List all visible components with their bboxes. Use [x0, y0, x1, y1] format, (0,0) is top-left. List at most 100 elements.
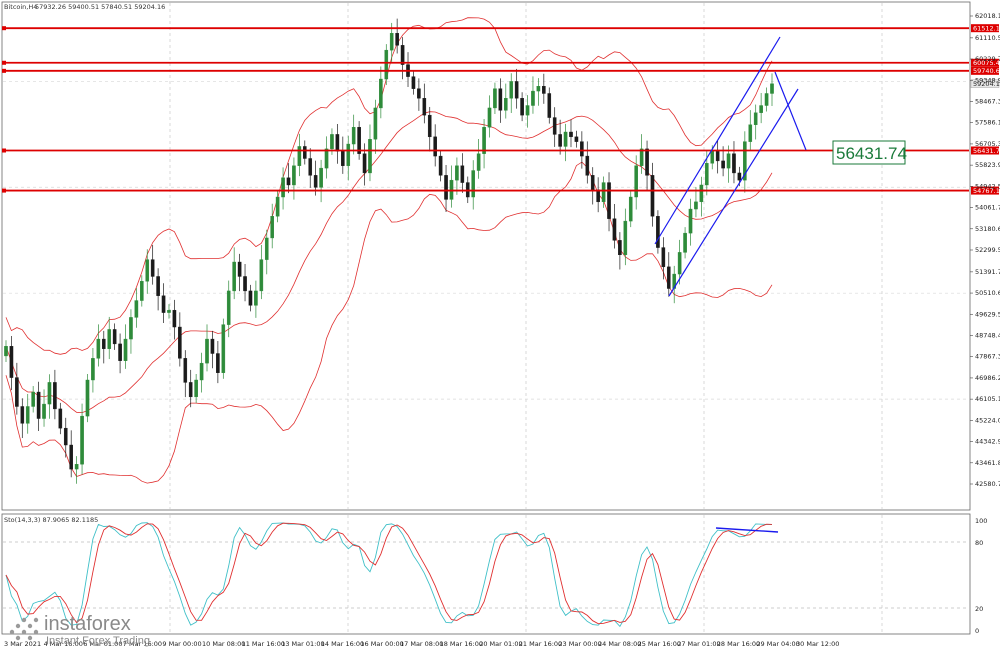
candle-body — [601, 182, 606, 203]
candle-body — [558, 134, 562, 147]
projection-line — [774, 71, 807, 151]
stochastic-tick-label: 20 — [975, 605, 983, 613]
time-tick-label: 11 Mar 16:00 — [242, 640, 285, 648]
time-tick-label: 7 Mar 16:00 — [123, 640, 162, 648]
candle-body — [580, 141, 584, 157]
price-tick-label: 49629.50 — [975, 310, 1000, 318]
time-tick-label: 18 Mar 16:00 — [440, 640, 483, 648]
level-callout-box — [832, 140, 906, 165]
candle-body — [101, 338, 106, 349]
candle-body — [411, 76, 416, 89]
candle-body — [324, 148, 329, 169]
candle-body — [270, 216, 274, 239]
candle-body — [237, 261, 242, 277]
level-price-label: 60075.44 — [973, 59, 1000, 67]
candle-body — [150, 259, 155, 277]
candle-body — [264, 237, 269, 260]
price-tick-label: 55823.90 — [975, 161, 1000, 169]
candle-body — [357, 126, 361, 154]
candle-body — [471, 170, 476, 198]
candle-body — [650, 175, 655, 217]
candle-body — [31, 391, 35, 407]
candle-body — [107, 329, 112, 349]
candle-body — [628, 196, 633, 222]
price-tick-label: 42580.70 — [975, 480, 1000, 488]
candle-body — [764, 93, 769, 106]
candle-body — [351, 126, 356, 145]
candle-body — [58, 408, 63, 429]
stochastic-tick-label: 80 — [975, 539, 983, 547]
time-tick-label: 20 Mar 01:00 — [479, 640, 522, 648]
candle-body — [417, 88, 421, 99]
price-tick-label: 50510.60 — [975, 289, 1000, 297]
candle-body — [96, 338, 101, 359]
candle-body — [248, 290, 253, 306]
stochastic-axis: 100 80 20 0 — [975, 517, 987, 635]
candle-body — [726, 153, 731, 169]
candle-body — [341, 151, 345, 166]
candle-body — [330, 134, 334, 150]
stochastic-tick-label: 0 — [975, 627, 979, 635]
time-tick-label: 14 Mar 16:00 — [321, 640, 364, 648]
candle-body — [721, 160, 725, 169]
candle-body — [210, 338, 215, 354]
price-tick-label: 53180.60 — [975, 225, 1000, 233]
grid-lines — [3, 3, 969, 633]
candle-body — [623, 220, 628, 256]
stochastic-label: Sto(14,3,3) 87.9065 82.1185 — [4, 516, 98, 524]
level-price-tag — [971, 146, 999, 155]
time-tick-label: 13 Mar 01:00 — [281, 640, 324, 648]
price-tick-label: 59348.90 — [975, 76, 1000, 84]
candle-body — [618, 240, 622, 256]
candle-body — [585, 155, 590, 176]
last-price-tag — [970, 79, 1000, 88]
candle-body — [368, 139, 372, 174]
price-tick-label: 43461.80 — [975, 459, 1000, 467]
time-tick-label: 4 Mar 16:00 — [44, 640, 83, 648]
band-lower — [5, 161, 773, 484]
candle-body — [183, 358, 188, 383]
candle-body — [607, 182, 611, 219]
candle-body — [275, 196, 280, 217]
candle-body — [172, 309, 177, 328]
level-callout: 56431.74 — [832, 140, 907, 165]
time-tick-label: 16 Mar 00:00 — [360, 640, 403, 648]
candle-body — [188, 382, 193, 398]
candle-body — [656, 216, 660, 248]
level-price-label: 56431.74 — [973, 147, 1000, 155]
candle-body — [400, 45, 405, 65]
candle-body — [748, 124, 753, 142]
candle-body — [677, 252, 682, 275]
candle-body — [362, 153, 367, 174]
candle-body — [91, 358, 95, 381]
candle-body — [243, 276, 247, 292]
candle-body — [504, 98, 508, 111]
candle-body — [422, 98, 427, 116]
candle-body — [69, 444, 73, 470]
time-tick-label: 23 Mar 00:00 — [558, 640, 601, 648]
level-anchor — [2, 148, 6, 153]
time-tick-label: 24 Mar 08:00 — [598, 640, 641, 648]
candle-body — [129, 317, 133, 340]
time-tick-label: 28 Mar 16:00 — [717, 640, 760, 648]
price-tick-label: 52299.50 — [975, 246, 1000, 254]
logo-mark-icon — [9, 617, 39, 641]
price-axis: 62018.10 61110.50 60229.70 59348.90 58467.30… — [970, 12, 1000, 488]
candle-body — [460, 165, 465, 183]
candle-body — [661, 247, 666, 268]
candle-body — [634, 165, 638, 198]
price-tick-label: 51391.70 — [975, 268, 1000, 276]
candle-body — [140, 281, 144, 301]
candle-body — [319, 167, 323, 188]
candle-body — [254, 290, 258, 306]
candle-body — [395, 33, 399, 46]
candle-body — [47, 382, 52, 405]
candle-body — [313, 175, 318, 188]
candle-body — [520, 98, 524, 116]
candle-body — [194, 379, 198, 398]
candle-body — [80, 415, 84, 465]
candle-body — [335, 134, 340, 152]
price-tick-label: 58467.30 — [975, 97, 1000, 105]
chart-header-symbol: Bitcoin,H4 — [4, 3, 37, 11]
